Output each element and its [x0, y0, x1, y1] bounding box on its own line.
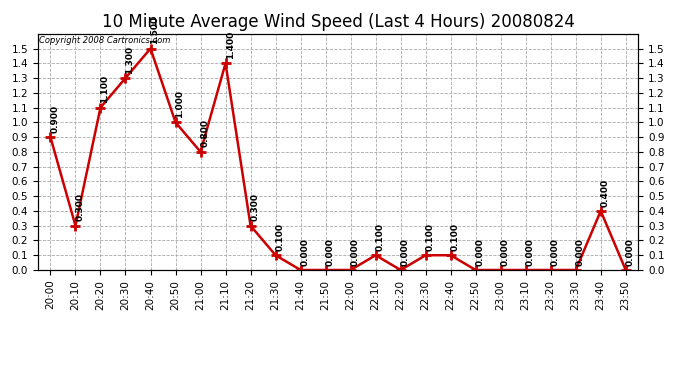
- Text: 0.300: 0.300: [75, 193, 84, 221]
- Text: 0.800: 0.800: [201, 120, 210, 147]
- Text: 1.300: 1.300: [126, 45, 135, 74]
- Text: 1.000: 1.000: [175, 90, 184, 118]
- Text: 0.000: 0.000: [626, 238, 635, 266]
- Text: 0.000: 0.000: [501, 238, 510, 266]
- Title: 10 Minute Average Wind Speed (Last 4 Hours) 20080824: 10 Minute Average Wind Speed (Last 4 Hou…: [101, 13, 575, 31]
- Text: 0.000: 0.000: [575, 238, 584, 266]
- Text: 0.000: 0.000: [351, 238, 359, 266]
- Text: 0.100: 0.100: [375, 223, 384, 251]
- Text: 0.000: 0.000: [551, 238, 560, 266]
- Text: 0.400: 0.400: [601, 178, 610, 207]
- Text: 1.100: 1.100: [101, 75, 110, 103]
- Text: 1.400: 1.400: [226, 31, 235, 59]
- Text: 1.500: 1.500: [150, 16, 159, 44]
- Text: 0.000: 0.000: [401, 238, 410, 266]
- Text: 0.300: 0.300: [250, 193, 259, 221]
- Text: 0.000: 0.000: [326, 238, 335, 266]
- Text: 0.000: 0.000: [301, 238, 310, 266]
- Text: 0.100: 0.100: [426, 223, 435, 251]
- Text: 0.100: 0.100: [275, 223, 284, 251]
- Text: Copyright 2008 Cartronics.com: Copyright 2008 Cartronics.com: [39, 36, 170, 45]
- Text: 0.100: 0.100: [451, 223, 460, 251]
- Text: 0.900: 0.900: [50, 105, 59, 133]
- Text: 0.000: 0.000: [526, 238, 535, 266]
- Text: 0.000: 0.000: [475, 238, 484, 266]
